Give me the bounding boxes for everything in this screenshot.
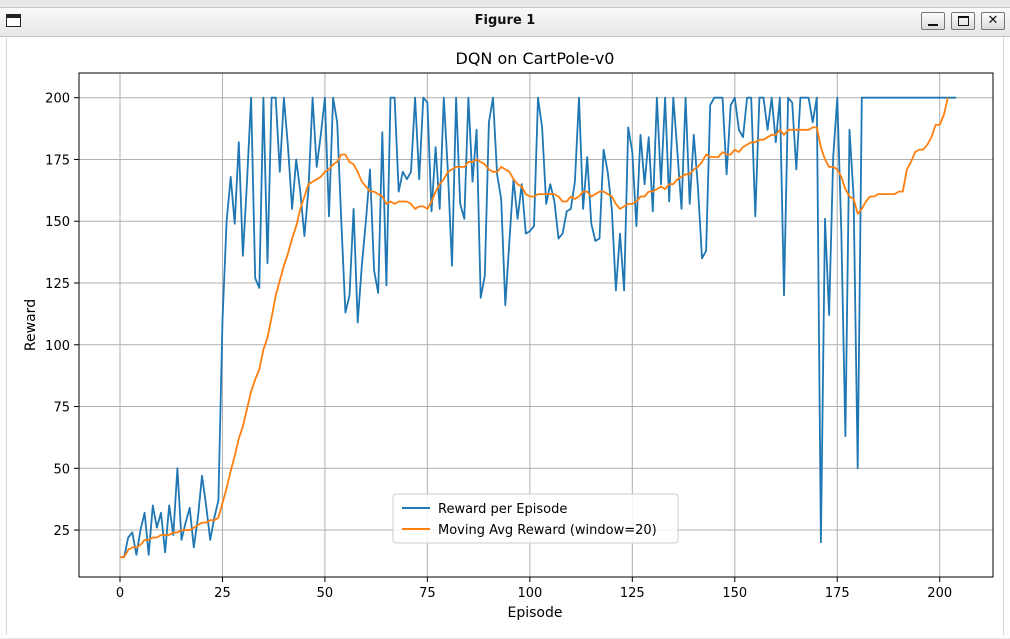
- figure-window: Figure 1 ✕ DQN on CartPole-v0 0 25 50 75 100…: [0, 7, 1010, 638]
- x-axis-label: Episode: [508, 605, 563, 621]
- y-tick-label: 100: [45, 339, 70, 354]
- x-tick-label: 50: [317, 586, 334, 601]
- y-tick-label: 75: [53, 401, 70, 416]
- x-tick-label: 175: [825, 586, 850, 601]
- plot-frame: [78, 72, 994, 578]
- x-tick-label: 75: [419, 586, 436, 601]
- legend-label: Reward per Episode: [438, 502, 567, 517]
- figure-canvas: DQN on CartPole-v0 0 25 50 75 100 125 150 175 20…: [6, 37, 1004, 635]
- chart-title: DQN on CartPole-v0: [456, 49, 615, 68]
- y-tick-label: 125: [45, 277, 70, 292]
- y-tick-label: 25: [53, 524, 70, 539]
- series-line-2: [120, 97, 949, 559]
- minimize-button[interactable]: [921, 12, 945, 30]
- y-tick-label: 50: [53, 462, 70, 477]
- y-tick-label: 200: [45, 92, 70, 107]
- legend: Reward per Episode Moving Avg Reward (win…: [392, 493, 679, 544]
- x-tick-label: 0: [116, 586, 124, 601]
- line-chart: DQN on CartPole-v0 0 25 50 75 100 125 150 175 20…: [23, 49, 994, 621]
- series-line-1: [120, 96, 957, 559]
- close-button[interactable]: ✕: [981, 12, 1005, 30]
- maximize-button[interactable]: [951, 12, 975, 30]
- maximize-icon: [958, 16, 969, 26]
- window-icon[interactable]: [6, 14, 21, 27]
- y-tick-label: 175: [45, 153, 70, 168]
- x-tick-label: 125: [620, 586, 645, 601]
- x-tick-label: 150: [722, 586, 747, 601]
- x-tick-label: 25: [214, 586, 231, 601]
- x-axis-ticks: 0 25 50 75 100 125 150 175 200: [116, 577, 952, 601]
- y-axis-label: Reward: [23, 299, 39, 351]
- window-title: Figure 1: [474, 13, 536, 28]
- title-bar[interactable]: Figure 1 ✕: [0, 8, 1010, 37]
- legend-label: Moving Avg Reward (window=20): [438, 523, 657, 538]
- legend-box: [392, 493, 679, 544]
- y-axis-ticks: 25 50 75 100 125 150 175 200: [45, 92, 79, 539]
- minimize-icon: [928, 24, 938, 26]
- y-tick-label: 150: [45, 215, 70, 230]
- x-tick-label: 100: [517, 586, 542, 601]
- close-icon: ✕: [987, 13, 999, 28]
- x-tick-label: 200: [927, 586, 952, 601]
- series-layer: [120, 96, 957, 559]
